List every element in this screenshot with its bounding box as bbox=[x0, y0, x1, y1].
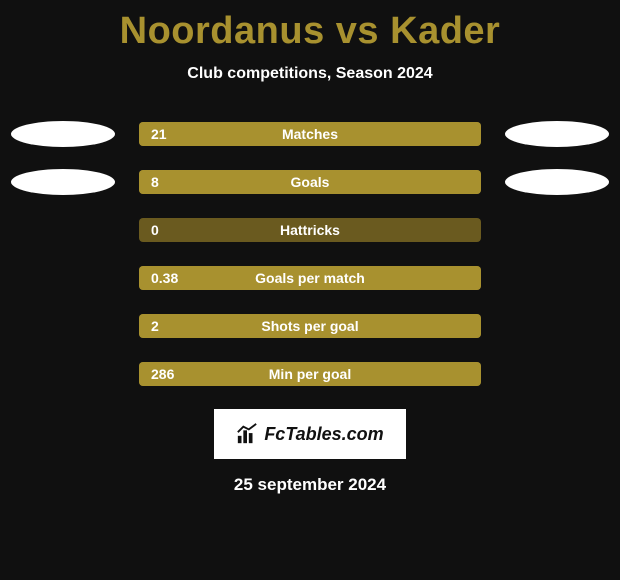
page-title: Noordanus vs Kader bbox=[0, 10, 620, 53]
subtitle: Club competitions, Season 2024 bbox=[0, 65, 620, 83]
stat-row: 2Shots per goal bbox=[0, 313, 620, 339]
left-ellipse-icon bbox=[11, 121, 115, 147]
stat-label: Min per goal bbox=[139, 362, 481, 386]
stat-bar: 286Min per goal bbox=[139, 362, 481, 386]
player-a-name: Noordanus bbox=[120, 10, 325, 52]
player-b-name: Kader bbox=[390, 10, 500, 52]
right-ellipse-icon bbox=[505, 169, 609, 195]
chart-icon bbox=[236, 423, 258, 445]
stat-row: 8Goals bbox=[0, 169, 620, 195]
date-text: 25 september 2024 bbox=[0, 475, 620, 495]
stat-row: 286Min per goal bbox=[0, 361, 620, 387]
right-ellipse-icon bbox=[505, 121, 609, 147]
stat-bar: 0.38Goals per match bbox=[139, 266, 481, 290]
vs-text: vs bbox=[336, 10, 379, 52]
stat-bar: 2Shots per goal bbox=[139, 314, 481, 338]
stat-row: 0.38Goals per match bbox=[0, 265, 620, 291]
stat-label: Goals bbox=[139, 170, 481, 194]
left-ellipse-icon bbox=[11, 169, 115, 195]
stat-bar: 21Matches bbox=[139, 122, 481, 146]
stat-label: Matches bbox=[139, 122, 481, 146]
stat-row: 0Hattricks bbox=[0, 217, 620, 243]
stat-label: Goals per match bbox=[139, 266, 481, 290]
stat-bar: 0Hattricks bbox=[139, 218, 481, 242]
stat-label: Hattricks bbox=[139, 218, 481, 242]
logo-wrap: FcTables.com bbox=[0, 409, 620, 459]
stats-container: 21Matches 8Goals 0Hattricks 0.38Goals per m… bbox=[0, 121, 620, 387]
fctables-logo: FcTables.com bbox=[214, 409, 405, 459]
stat-row: 21Matches bbox=[0, 121, 620, 147]
stat-bar: 8Goals bbox=[139, 170, 481, 194]
stat-label: Shots per goal bbox=[139, 314, 481, 338]
logo-text: FcTables.com bbox=[264, 424, 383, 445]
